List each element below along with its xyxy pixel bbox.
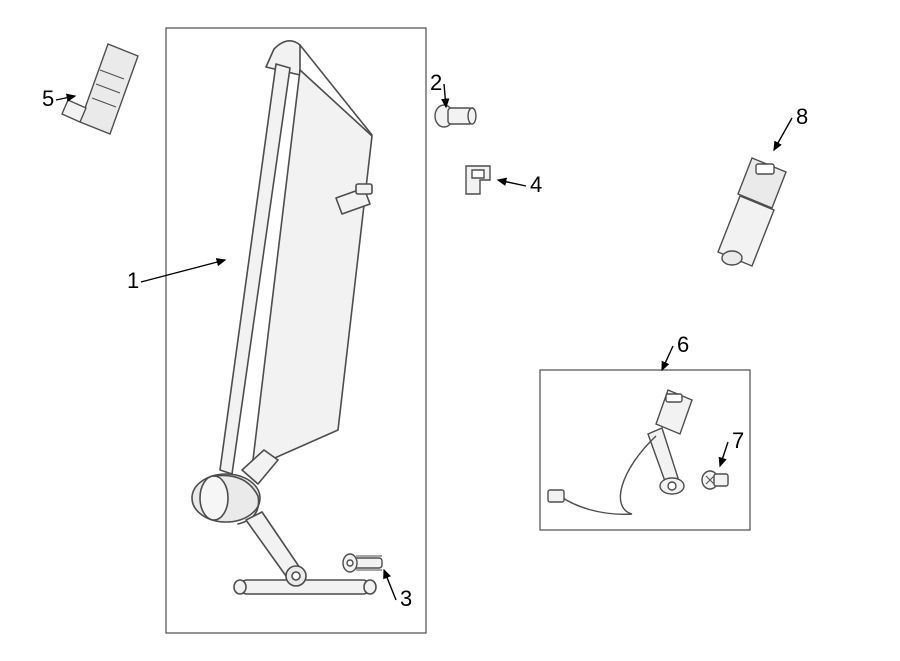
callout-label-4: 4 xyxy=(530,172,542,198)
buckle-screw xyxy=(702,471,728,489)
callout-label-3: 3 xyxy=(400,586,412,612)
group-box-box6 xyxy=(540,370,750,530)
height-adjuster xyxy=(62,44,138,134)
callout-label-2: 2 xyxy=(430,70,442,96)
belt-guide xyxy=(466,166,490,194)
buckle-with-wire xyxy=(548,390,692,514)
callout-label-5: 5 xyxy=(42,86,54,112)
callout-arrow-3 xyxy=(384,570,396,600)
callout-arrow-6 xyxy=(662,346,673,370)
callout-label-7: 7 xyxy=(732,428,744,454)
callout-label-1: 1 xyxy=(127,268,139,294)
adjuster-bolt xyxy=(435,105,476,127)
callout-label-8: 8 xyxy=(796,104,808,130)
callout-arrow-4 xyxy=(498,180,526,186)
callout-arrow-8 xyxy=(774,118,792,150)
callout-label-6: 6 xyxy=(677,332,689,358)
anchor-bolt xyxy=(343,554,382,572)
callout-arrow-5 xyxy=(56,96,75,100)
parts-diagram xyxy=(0,0,900,661)
retractor-assembly xyxy=(192,41,376,594)
callout-arrow-7 xyxy=(720,442,728,466)
callout-arrow-2 xyxy=(444,84,446,107)
callout-arrow-1 xyxy=(141,260,225,282)
rear-buckle xyxy=(718,158,786,266)
